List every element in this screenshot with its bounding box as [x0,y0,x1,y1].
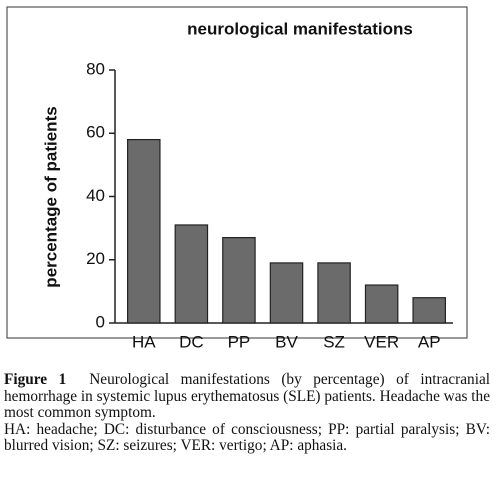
x-tick-label: BV [275,332,298,350]
bar [127,138,161,324]
chart: neurological manifestations percentage o… [6,6,468,350]
bar [174,224,209,324]
x-tick-label: SZ [323,332,345,350]
bar [269,262,304,324]
y-tick-label: 80 [86,59,105,78]
y-tick-label: 0 [96,312,105,331]
bar [222,237,256,324]
x-tick-label: DC [179,332,204,350]
caption: Figure 1 Neurological manifestations (by… [4,371,490,455]
x-tick-label: AP [418,332,441,350]
chart-frame [6,6,468,339]
caption-paragraph: Figure 1 Neurological manifestations (by… [4,371,490,422]
y-tick-label: 60 [86,123,105,142]
chart-title: neurological manifestations [187,19,413,38]
figure-label: Figure 1 [4,371,67,388]
y-axis-label: percentage of patients [41,106,60,287]
x-tick-label: PP [228,332,251,350]
caption-legend: HA: headache; DC: disturbance of conscio… [4,420,490,455]
bar [317,262,351,324]
bar [364,284,399,324]
bar [412,297,446,324]
y-tick-label: 40 [86,186,105,205]
caption-text: Neurological manifestations (by percenta… [4,371,490,422]
y-tick-label: 20 [86,249,105,268]
x-tick-label: HA [132,332,156,350]
x-tick-label: VER [364,332,399,350]
